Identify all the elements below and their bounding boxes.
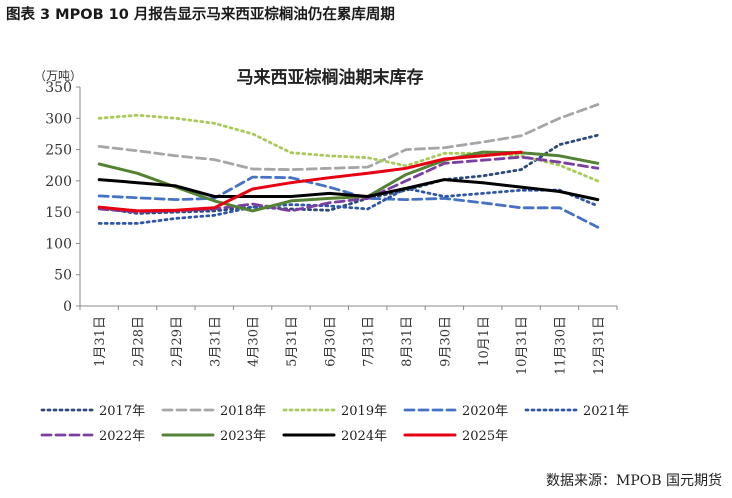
series-line-2021年 xyxy=(97,186,600,225)
series-line-2023年 xyxy=(97,150,600,213)
chart-title: 马来西亚棕榈油期末库存 xyxy=(237,67,424,88)
y-tick-label: 350 xyxy=(45,80,72,96)
legend-label: 2024年 xyxy=(341,429,387,444)
x-tick-label: 4月30日 xyxy=(247,316,262,367)
legend-label: 2021年 xyxy=(583,404,629,419)
legend: 2017年 2018年 2019年 2020年 2021年 2022年 2023年 2024年… xyxy=(40,404,629,444)
y-axis-label: （万吨） xyxy=(34,69,82,83)
ending-stocks-line-chart: 马来西亚棕榈油期末库存 （万吨） 0 50 100 150 200 250 300 350 1月… xyxy=(34,67,629,444)
x-tick-label: 11月30日 xyxy=(553,316,568,375)
series-line-2024年 xyxy=(97,178,600,202)
series-line-2025年 xyxy=(97,150,523,213)
x-tick-label: 2月28日 xyxy=(132,316,147,367)
data-source-note: 数据来源：MPOB 国元期货 xyxy=(546,473,722,489)
y-tick-label: 0 xyxy=(63,299,72,315)
x-tick-label: 10月1日 xyxy=(477,316,492,367)
figure-caption: 图表 3 MPOB 10 月报告显示马来西亚棕榈油仍在累库周期 xyxy=(6,7,395,23)
x-tick-label: 6月30日 xyxy=(323,316,338,367)
legend-label: 2022年 xyxy=(99,429,145,444)
x-tick-label: 9月30日 xyxy=(438,316,453,367)
y-tick-label: 200 xyxy=(45,174,72,190)
legend-label: 2018年 xyxy=(220,404,266,419)
y-tick-label: 150 xyxy=(45,205,72,221)
series-layer xyxy=(97,103,600,229)
x-tick-label: 3月31日 xyxy=(208,316,223,367)
legend-label: 2017年 xyxy=(99,404,145,419)
x-tick-label: 10月31日 xyxy=(515,316,530,375)
series-line-2020年 xyxy=(97,175,600,229)
legend-label: 2020年 xyxy=(462,404,508,419)
x-tick-label: 2月29日 xyxy=(170,316,185,367)
y-tick-label: 250 xyxy=(45,143,72,159)
legend-label: 2023年 xyxy=(220,429,266,444)
x-tick-label: 7月31日 xyxy=(362,316,377,367)
chart-container: 马来西亚棕榈油期末库存 （万吨） 0 50 100 150 200 250 300 350 1月… xyxy=(0,28,732,468)
axes: 0 50 100 150 200 250 300 350 1月31日 2月28日 2月29日 3月31… xyxy=(45,80,618,375)
y-tick-label: 100 xyxy=(45,236,72,252)
legend-label: 2025年 xyxy=(462,429,508,444)
y-tick-label: 50 xyxy=(54,268,72,284)
series-line-2018年 xyxy=(97,103,600,172)
x-tick-label: 12月31日 xyxy=(592,316,607,375)
x-tick-label: 1月31日 xyxy=(93,316,108,367)
x-tick-label: 8月31日 xyxy=(400,316,415,367)
y-tick-label: 300 xyxy=(45,111,72,127)
legend-label: 2019年 xyxy=(341,404,387,419)
series-line-2019年 xyxy=(97,113,600,183)
series-line-2017年 xyxy=(97,133,600,215)
x-tick-label: 5月31日 xyxy=(285,316,300,367)
